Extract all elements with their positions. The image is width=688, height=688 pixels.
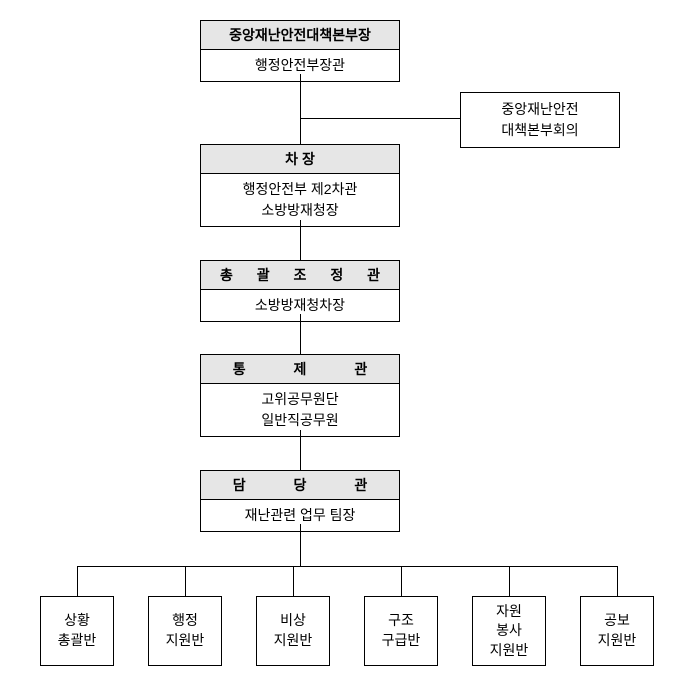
fan-drop	[509, 566, 510, 596]
connector	[300, 74, 301, 144]
node-coordinator: 총 괄 조 정 관 소방방재청차장	[200, 260, 400, 322]
connector	[300, 118, 460, 119]
node-manager: 담 당 관 재난관련 업무 팀장	[200, 470, 400, 532]
node-coordinator-title: 총 괄 조 정 관	[201, 261, 399, 290]
fan-drop	[401, 566, 402, 596]
node-manager-title: 담 당 관	[201, 471, 399, 500]
leaf-2: 행정지원반	[148, 596, 222, 666]
fan-drop	[185, 566, 186, 596]
side-line1: 중앙재난안전	[461, 99, 619, 120]
node-head-title: 중앙재난안전대책본부장	[201, 21, 399, 50]
connector	[300, 220, 301, 260]
node-vice-body: 행정안전부 제2차관 소방방재청장	[201, 174, 399, 226]
fan-drop	[617, 566, 618, 596]
org-chart: 중앙재난안전대책본부장 행정안전부장관 중앙재난안전 대책본부회의 차 장 행정…	[0, 0, 688, 688]
node-vice: 차 장 행정안전부 제2차관 소방방재청장	[200, 144, 400, 227]
fan-drop	[293, 566, 294, 596]
fan-hline	[77, 566, 618, 567]
node-vice-title: 차 장	[201, 145, 399, 174]
leaf-5: 자원봉사지원반	[472, 596, 546, 666]
leaf-4: 구조구급반	[364, 596, 438, 666]
connector	[300, 314, 301, 354]
leaf-3: 비상지원반	[256, 596, 330, 666]
fan-drop	[77, 566, 78, 596]
node-controller-title: 통 제 관	[201, 355, 399, 384]
leaf-1: 상황총괄반	[40, 596, 114, 666]
leaf-6: 공보지원반	[580, 596, 654, 666]
node-controller: 통 제 관 고위공무원단 일반직공무원	[200, 354, 400, 437]
node-side-meeting: 중앙재난안전 대책본부회의	[460, 92, 620, 148]
side-line2: 대책본부회의	[461, 120, 619, 141]
node-head: 중앙재난안전대책본부장 행정안전부장관	[200, 20, 400, 82]
connector	[300, 524, 301, 566]
connector	[300, 430, 301, 470]
node-controller-body: 고위공무원단 일반직공무원	[201, 384, 399, 436]
